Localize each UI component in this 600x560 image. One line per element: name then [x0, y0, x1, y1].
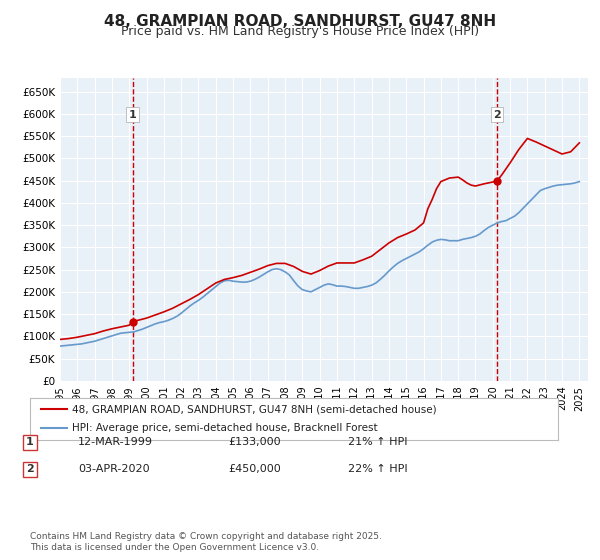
- Text: 2: 2: [493, 110, 501, 120]
- Text: Price paid vs. HM Land Registry's House Price Index (HPI): Price paid vs. HM Land Registry's House …: [121, 25, 479, 38]
- Text: 1: 1: [128, 110, 136, 120]
- Text: 48, GRAMPIAN ROAD, SANDHURST, GU47 8NH (semi-detached house): 48, GRAMPIAN ROAD, SANDHURST, GU47 8NH (…: [72, 404, 437, 414]
- Text: 03-APR-2020: 03-APR-2020: [78, 464, 149, 474]
- Text: HPI: Average price, semi-detached house, Bracknell Forest: HPI: Average price, semi-detached house,…: [72, 423, 378, 433]
- Text: 1: 1: [26, 437, 34, 447]
- Text: 48, GRAMPIAN ROAD, SANDHURST, GU47 8NH: 48, GRAMPIAN ROAD, SANDHURST, GU47 8NH: [104, 14, 496, 29]
- Text: Contains HM Land Registry data © Crown copyright and database right 2025.
This d: Contains HM Land Registry data © Crown c…: [30, 532, 382, 552]
- Text: £450,000: £450,000: [228, 464, 281, 474]
- Text: 2: 2: [26, 464, 34, 474]
- Text: 21% ↑ HPI: 21% ↑ HPI: [348, 437, 407, 447]
- Text: 22% ↑ HPI: 22% ↑ HPI: [348, 464, 407, 474]
- Text: £133,000: £133,000: [228, 437, 281, 447]
- Text: 12-MAR-1999: 12-MAR-1999: [78, 437, 153, 447]
